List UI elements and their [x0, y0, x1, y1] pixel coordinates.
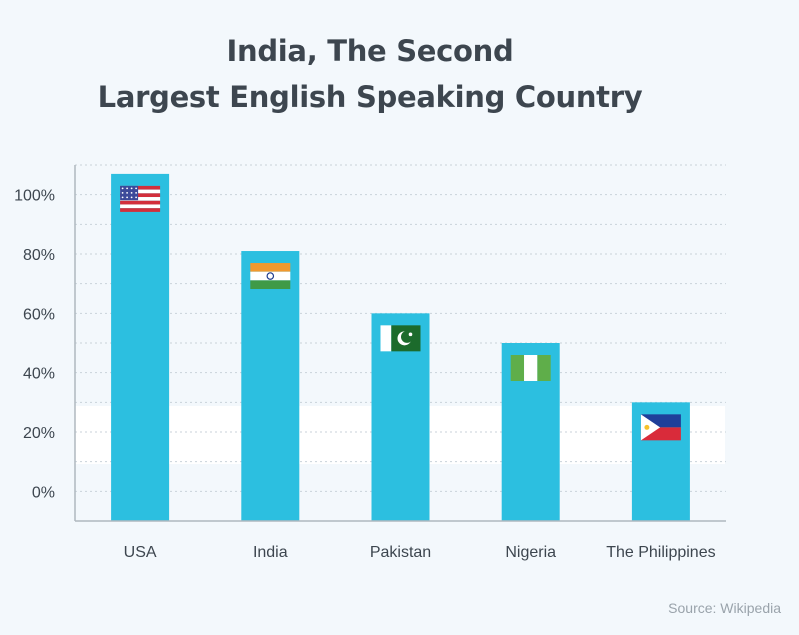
bar: [111, 173, 170, 521]
chart-title: India, The Second Largest English Speaki…: [0, 28, 740, 120]
bar: [241, 251, 300, 522]
philippines-flag-icon: [640, 414, 681, 441]
chart-title-line-1: India, The Second: [226, 34, 514, 68]
y-tick-label: 0%: [32, 484, 55, 501]
y-axis-ticks: 0% 20% 40% 60% 80% 100%: [14, 188, 55, 502]
source-note: Source: Wikipedia: [668, 600, 781, 616]
y-tick-label: 60%: [23, 306, 55, 323]
chart-title-line-2: Largest English Speaking Country: [97, 80, 643, 114]
y-tick-label: 80%: [23, 247, 55, 264]
nigeria-flag-icon: [510, 355, 551, 381]
x-tick-label: India: [253, 544, 288, 561]
x-axis-labels: USA India Pakistan Nigeria The Philippines: [124, 544, 716, 561]
x-tick-label: Pakistan: [370, 544, 431, 561]
y-tick-label: 100%: [14, 188, 55, 205]
india-flag-icon: [250, 263, 291, 290]
pakistan-flag-icon: [380, 325, 421, 352]
y-tick-label: 20%: [23, 425, 55, 442]
bars: [111, 173, 690, 522]
x-tick-label: USA: [124, 544, 157, 561]
usa-flag-icon: [120, 185, 161, 212]
x-tick-label: The Philippines: [606, 544, 715, 561]
x-tick-label: Nigeria: [505, 544, 556, 561]
y-tick-label: 40%: [23, 366, 55, 383]
